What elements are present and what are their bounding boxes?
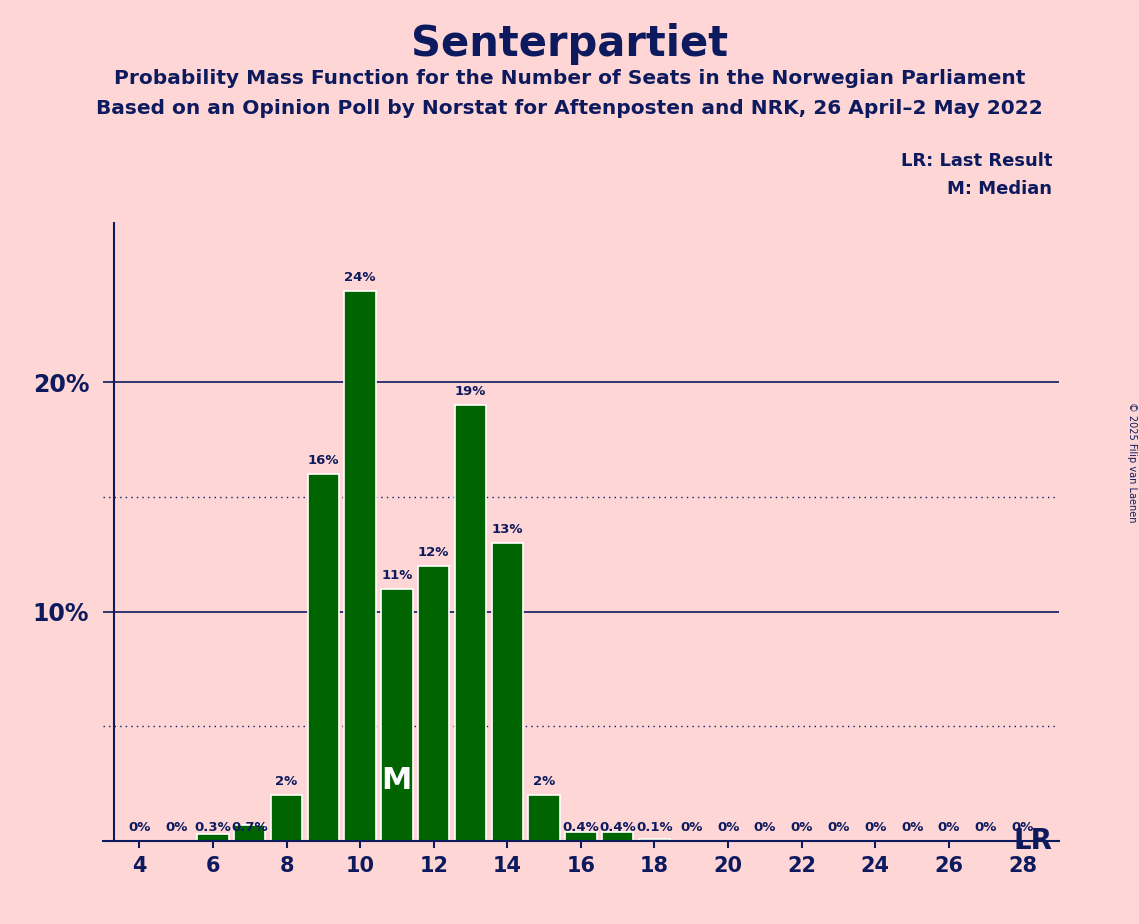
Text: 0%: 0% <box>1011 821 1034 834</box>
Text: 0%: 0% <box>716 821 739 834</box>
Text: 0%: 0% <box>937 821 960 834</box>
Bar <box>271 795 302 841</box>
Text: 0.4%: 0.4% <box>599 821 636 834</box>
Bar <box>418 565 449 841</box>
Bar <box>492 542 523 841</box>
Text: LR: Last Result: LR: Last Result <box>901 152 1052 170</box>
Text: 0%: 0% <box>865 821 886 834</box>
Bar <box>639 839 670 841</box>
Text: 0.4%: 0.4% <box>563 821 599 834</box>
Text: 16%: 16% <box>308 454 339 468</box>
Text: 0.1%: 0.1% <box>637 821 673 834</box>
Text: 0.7%: 0.7% <box>231 821 268 834</box>
Text: M: M <box>382 766 412 795</box>
Bar <box>565 832 597 841</box>
Text: Senterpartiet: Senterpartiet <box>411 23 728 65</box>
Text: Based on an Opinion Poll by Norstat for Aftenposten and NRK, 26 April–2 May 2022: Based on an Opinion Poll by Norstat for … <box>96 99 1043 118</box>
Text: © 2025 Filip van Laenen: © 2025 Filip van Laenen <box>1126 402 1137 522</box>
Text: 0%: 0% <box>975 821 997 834</box>
Bar <box>454 406 486 841</box>
Text: 0%: 0% <box>790 821 813 834</box>
Text: 0%: 0% <box>680 821 703 834</box>
Bar <box>235 825 265 841</box>
Text: Probability Mass Function for the Number of Seats in the Norwegian Parliament: Probability Mass Function for the Number… <box>114 69 1025 89</box>
Text: 13%: 13% <box>492 523 523 536</box>
Text: 0%: 0% <box>901 821 924 834</box>
Bar <box>344 290 376 841</box>
Text: M: Median: M: Median <box>948 180 1052 198</box>
Text: 0%: 0% <box>754 821 776 834</box>
Bar <box>528 795 559 841</box>
Text: 11%: 11% <box>382 569 412 582</box>
Text: 0%: 0% <box>128 821 150 834</box>
Text: 0%: 0% <box>165 821 187 834</box>
Bar <box>382 589 412 841</box>
Text: 0%: 0% <box>827 821 850 834</box>
Text: 0.3%: 0.3% <box>195 821 231 834</box>
Text: 24%: 24% <box>344 271 376 284</box>
Text: 19%: 19% <box>454 385 486 398</box>
Bar <box>308 474 339 841</box>
Text: 12%: 12% <box>418 546 450 559</box>
Bar <box>603 832 633 841</box>
Text: 2%: 2% <box>533 775 555 788</box>
Bar <box>197 834 229 841</box>
Text: 2%: 2% <box>276 775 297 788</box>
Text: LR: LR <box>1014 827 1052 855</box>
